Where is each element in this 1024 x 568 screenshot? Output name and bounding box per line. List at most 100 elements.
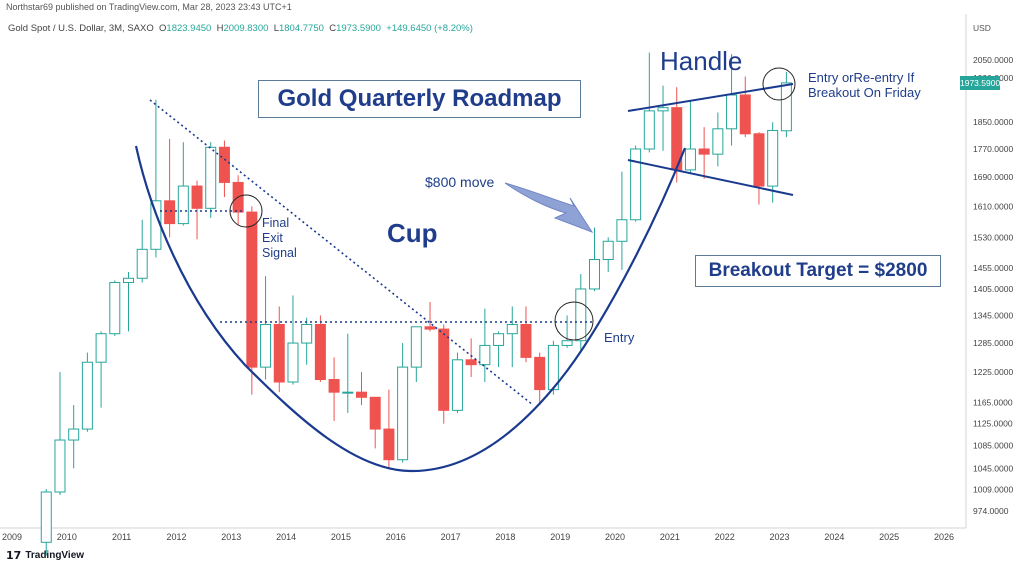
candle-body [68, 428, 80, 441]
x-tick-label: 2019 [550, 532, 570, 542]
candle-body [589, 258, 600, 290]
y-tick-label: 1045.0000 [973, 463, 1013, 473]
y-tick-label: 1610.0000 [973, 201, 1013, 211]
y-tick-label: 1405.0000 [973, 284, 1013, 294]
x-tick-label: 2009 [2, 532, 22, 542]
x-tick-label: 2021 [660, 532, 680, 542]
ohlc-close: 1973.5900 [336, 23, 381, 34]
ohlc-open: 1823.9450 [166, 23, 212, 34]
exit-signal-circle [229, 194, 263, 228]
symbol-name: Gold Spot / U.S. Dollar, 3M, SAXO [8, 23, 154, 34]
y-tick-label: 1690.0000 [973, 172, 1013, 182]
candle-body [301, 323, 313, 344]
tradingview-footer: 𝟭𝟳 TradingView [6, 549, 84, 562]
candle-body [698, 148, 710, 155]
candle-body [479, 344, 491, 366]
reentry-circle [762, 67, 796, 101]
candle-body [520, 323, 532, 358]
candle-body [109, 282, 121, 335]
candle-body [397, 366, 409, 461]
y-tick-label: 1850.0000 [973, 117, 1013, 127]
handle-label: Handle [660, 46, 743, 76]
candle-body [246, 211, 258, 368]
final-exit-label: Final Exit Signal [262, 216, 297, 260]
candle-body [54, 439, 66, 493]
x-tick-label: 2016 [386, 532, 406, 542]
candle-body [369, 396, 381, 430]
candle-body [534, 356, 546, 391]
downtrend-line [149, 99, 534, 406]
candle-body [273, 323, 285, 383]
ohlc-high: 2009.8300 [223, 23, 269, 34]
ohlc-low: 1804.7750 [278, 23, 324, 34]
y-tick-label: 1225.0000 [973, 367, 1013, 377]
x-tick-label: 2024 [824, 532, 844, 542]
y-tick-label: 1345.0000 [973, 310, 1013, 320]
x-tick-label: 2017 [441, 532, 461, 542]
candle-body [493, 333, 505, 346]
candle-body [726, 94, 738, 130]
candle-body [81, 361, 93, 430]
entry-circle [554, 301, 594, 341]
candle-body [410, 326, 422, 368]
candle-body [506, 323, 518, 335]
candle-body [177, 185, 189, 225]
entry-label: Entry [604, 330, 635, 345]
candle-body [780, 82, 792, 132]
candle-body [356, 391, 367, 398]
x-tick-label: 2026 [934, 532, 954, 542]
y-tick-label: 1530.0000 [973, 232, 1013, 242]
candle-body [136, 248, 148, 279]
candle-body [767, 129, 779, 187]
x-tick-label: 2015 [331, 532, 351, 542]
breakout-target-box: Breakout Target = $2800 [695, 255, 941, 287]
y-tick-label: 1009.0000 [973, 485, 1013, 495]
cup-curve [134, 145, 687, 473]
candle-body [260, 323, 272, 368]
candle-body [287, 342, 299, 383]
move-label: $800 move [425, 174, 495, 190]
axis-ticks: 2050.00001990.00001850.00001770.00001690… [2, 55, 1013, 542]
candle-body [753, 133, 765, 187]
y-tick-label: 2050.0000 [973, 55, 1013, 65]
move-arrow [504, 182, 594, 234]
cup-label: Cup [387, 218, 438, 248]
candle-body [616, 219, 628, 242]
symbol-info: Gold Spot / U.S. Dollar, 3M, SAXO O1823.… [8, 23, 473, 34]
candle-body [438, 328, 450, 411]
x-tick-label: 2010 [57, 532, 77, 542]
candle-body [739, 94, 751, 135]
tradingview-logo-icon: 𝟭𝟳 [6, 550, 22, 562]
y-tick-label: 1455.0000 [973, 263, 1013, 273]
candle-body [451, 359, 463, 411]
candle-body [328, 379, 340, 393]
handle-lower-line [627, 159, 794, 196]
candle-body [123, 277, 134, 284]
candle-body [218, 146, 230, 183]
axes: USD [0, 14, 991, 529]
candle-body [314, 323, 326, 381]
candle-body [383, 428, 395, 461]
x-tick-label: 2011 [112, 532, 131, 542]
current-price-tag: 1973.5900 [960, 76, 1001, 90]
handle-upper-line [627, 83, 794, 112]
y-tick-label: 1125.0000 [973, 419, 1013, 429]
candle-body [684, 148, 696, 171]
axis-unit-label: USD [973, 23, 991, 33]
x-tick-label: 2013 [221, 532, 241, 542]
candle-body [95, 333, 107, 363]
y-tick-label: 1770.0000 [973, 144, 1013, 154]
candle-body [424, 326, 436, 330]
candle-body [40, 491, 52, 543]
candle-body [712, 128, 724, 155]
candle-body [191, 185, 203, 209]
y-tick-label: 1165.0000 [973, 397, 1013, 407]
candle-body [643, 110, 655, 150]
y-tick-label: 1085.0000 [973, 441, 1013, 451]
ohlc-change: +149.6450 (+8.20%) [386, 23, 473, 34]
candle-body [575, 288, 587, 342]
x-tick-label: 2018 [495, 532, 515, 542]
y-tick-label: 974.0000 [973, 506, 1009, 516]
candle-body [657, 107, 669, 112]
